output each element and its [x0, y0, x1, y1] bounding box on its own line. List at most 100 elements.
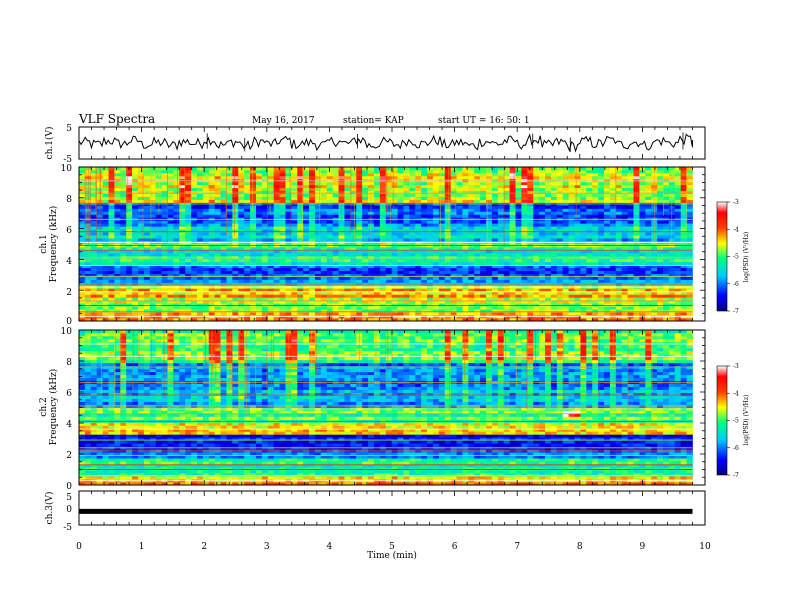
spectrogram-cell	[155, 300, 162, 304]
spectrogram-cell	[515, 249, 522, 254]
spectrogram-cell	[143, 294, 151, 298]
spectrogram-cell	[515, 309, 522, 313]
spectrogram-cell	[332, 294, 339, 298]
spectrogram-cell	[503, 181, 510, 186]
spectrogram-cell	[409, 249, 416, 254]
spectrogram-cell	[639, 270, 646, 274]
spectrogram-cell	[297, 211, 304, 215]
spectrogram-cell	[79, 252, 86, 257]
spectrogram-cell	[421, 306, 428, 310]
spectrogram-cell	[250, 306, 257, 310]
spectrogram-cell	[539, 223, 546, 227]
spectrogram-cell	[674, 312, 682, 316]
spectrogram-cell	[545, 190, 552, 194]
spectrogram-cell	[350, 208, 357, 212]
spectrogram-cell	[297, 196, 304, 200]
spectrogram-cell	[604, 235, 611, 239]
spectrogram-cell	[574, 214, 581, 218]
spectrogram-cell	[515, 199, 522, 203]
spectrogram-cell	[132, 187, 139, 192]
spectrogram-cell	[409, 258, 416, 263]
spectrogram-cell	[592, 291, 599, 295]
spectrogram-cell	[627, 190, 634, 194]
spectrogram-cell	[533, 238, 540, 242]
spectrogram-cell	[609, 193, 617, 197]
spectrogram-cell	[657, 235, 664, 239]
spectrogram-cell	[615, 270, 623, 274]
spectrogram-cell	[143, 238, 151, 242]
spectrogram-cell	[615, 264, 623, 269]
spectrogram-cell	[285, 205, 292, 209]
spectrogram-cell	[196, 246, 204, 251]
spectrogram-cell	[173, 199, 180, 203]
spectrogram-cell	[309, 300, 316, 304]
spectrogram-cell	[297, 235, 304, 239]
spectrogram-cell	[185, 291, 192, 295]
spectrogram-cell	[385, 196, 392, 200]
spectrogram-cell	[556, 193, 564, 197]
spectrogram-cell	[562, 211, 569, 215]
spectrogram-cell	[173, 246, 180, 251]
spectrogram-cell	[550, 273, 558, 277]
spectrogram-cell	[550, 279, 558, 283]
spectrogram-cell	[167, 246, 174, 251]
spectrogram-cell	[108, 187, 115, 192]
spectrogram-cell	[208, 205, 216, 209]
spectrogram-cell	[208, 226, 216, 230]
spectrogram-cell	[120, 273, 127, 277]
spectrogram-cell	[421, 273, 428, 277]
spectrogram-cell	[539, 193, 546, 197]
spectrogram-cell	[680, 318, 687, 322]
spectrogram-cell	[202, 249, 210, 254]
spectrogram-cell	[79, 306, 86, 310]
spectrogram-cell	[149, 270, 157, 274]
spectrogram-cell	[167, 291, 174, 295]
spectrogram-cell	[267, 306, 275, 310]
spectrogram-cell	[338, 300, 345, 304]
spectrogram-cell	[202, 223, 210, 227]
spectrogram-cell	[497, 267, 505, 271]
spectrogram-cell	[462, 211, 469, 215]
spectrogram-cell	[291, 258, 298, 263]
spectrogram-cell	[356, 276, 363, 280]
spectrogram-cell	[598, 246, 605, 251]
spectrogram-cell	[261, 238, 269, 242]
spectrogram-cell	[615, 232, 623, 236]
spectrogram-cell	[326, 258, 333, 263]
spectrogram-cell	[568, 211, 575, 215]
spectrogram-cell	[379, 211, 387, 215]
spectrogram-cell	[533, 211, 540, 215]
spectrogram-cell	[114, 190, 121, 194]
spectrogram-cell	[261, 264, 269, 269]
spectrogram-cell	[491, 223, 499, 227]
spectrogram-cell	[527, 258, 534, 263]
spectrogram-cell	[90, 229, 98, 233]
spectrogram-cell	[444, 273, 451, 277]
spectrogram-cell	[609, 267, 617, 271]
spectrogram-cell	[592, 226, 599, 230]
spectrogram-cell	[220, 258, 227, 263]
spectrogram-cell	[344, 214, 351, 218]
spectrogram-cell	[592, 214, 599, 218]
spectrogram-cell	[432, 291, 440, 295]
spectrogram-cell	[90, 184, 98, 189]
spectrogram-cell	[533, 223, 540, 227]
spectrogram-cell	[79, 223, 86, 227]
spectrogram-cell	[409, 205, 416, 209]
spectrogram-cell	[621, 184, 628, 189]
spectrogram-cell	[238, 300, 245, 304]
spectrogram-cell	[250, 199, 257, 203]
spectrogram-cell	[173, 258, 180, 263]
spectrogram-cell	[220, 294, 227, 298]
spectrogram-cell	[521, 187, 528, 192]
spectrogram-cell	[545, 187, 552, 192]
spectrogram-cell	[149, 229, 157, 233]
spectrogram-cell	[533, 291, 540, 295]
spectrogram-cell	[456, 294, 463, 298]
spectrogram-cell	[332, 306, 339, 310]
spectrogram-cell	[155, 312, 162, 316]
spectrogram-cell	[674, 267, 682, 271]
spectrogram-cell	[362, 297, 369, 301]
spectrogram-cell	[309, 294, 316, 298]
spectrogram-cell	[533, 199, 540, 203]
